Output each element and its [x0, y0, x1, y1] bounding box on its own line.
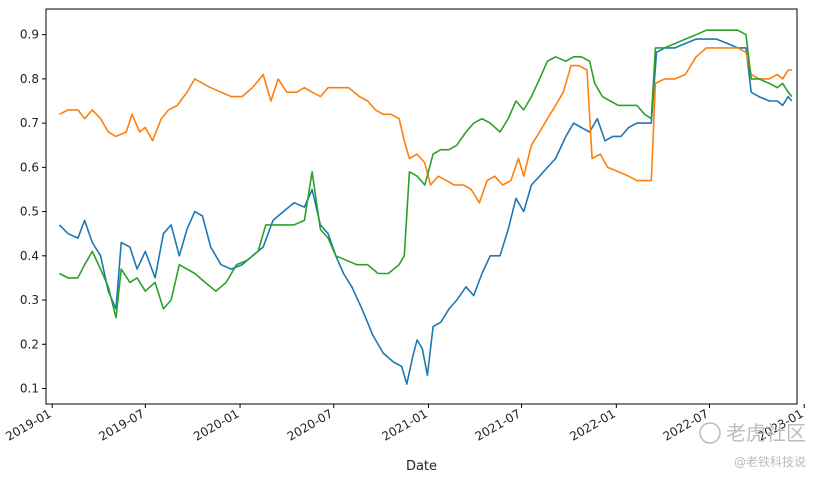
- x-axis: 2019-01 2019-07 2020-01 2020-07 2021-01 2021-…: [3, 404, 806, 444]
- x-tick-label: 2020-01: [191, 406, 241, 443]
- x-axis-label: Date: [406, 459, 437, 474]
- y-axis: 0.1 0.2 0.3 0.4 0.5 0.6 0.7 0.8 0.9: [20, 28, 46, 396]
- x-tick-label: 2022-01: [567, 406, 617, 443]
- watermark-logo-icon: [699, 422, 721, 444]
- plot-frame: [45, 8, 798, 405]
- y-tick-label: 0.4: [20, 249, 39, 263]
- y-tick-label: 0.8: [20, 72, 39, 86]
- watermark-sub-text: @老铁科技说: [734, 454, 806, 469]
- series-line-3: [59, 29, 793, 319]
- x-tick-label: 2021-07: [473, 406, 523, 443]
- x-tick-label: 2021-01: [380, 406, 430, 443]
- watermark-main-text: 老虎社区: [726, 421, 806, 445]
- x-tick-label: 2019-01: [3, 406, 53, 443]
- y-tick-label: 0.3: [20, 293, 39, 307]
- y-tick-label: 0.9: [20, 28, 39, 42]
- y-tick-label: 0.7: [20, 116, 39, 130]
- series-line-2: [59, 47, 792, 204]
- series-line-1: [58, 38, 793, 385]
- y-tick-label: 0.5: [20, 205, 39, 219]
- watermark: 老虎社区 @老铁科技说: [699, 421, 806, 469]
- x-tick-label: 2020-07: [285, 406, 335, 443]
- y-tick-label: 0.6: [20, 160, 39, 174]
- x-tick-label: 2019-07: [96, 406, 146, 443]
- y-tick-label: 0.1: [20, 382, 39, 396]
- y-tick-label: 0.2: [20, 337, 39, 351]
- series-layer: [58, 29, 793, 385]
